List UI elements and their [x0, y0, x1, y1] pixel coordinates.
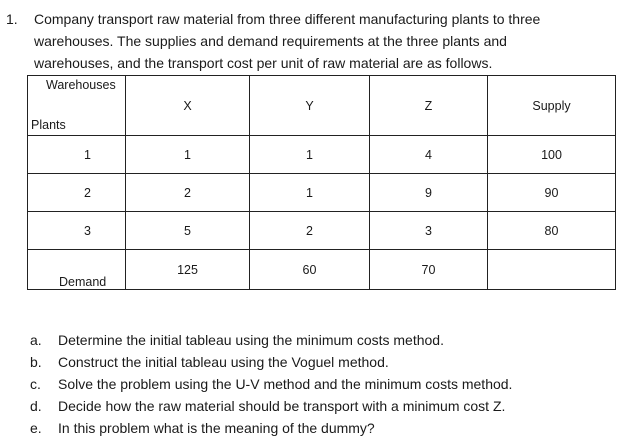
question-text: Determine the initial tableau using the … — [58, 332, 444, 348]
plant-cell: 1 — [27, 135, 126, 174]
supply-cell: 90 — [487, 173, 616, 212]
demand-cell: 60 — [249, 249, 370, 290]
plants-label: Plants — [31, 118, 66, 132]
warehouses-label: Warehouses — [46, 78, 116, 92]
plant-label: 3 — [84, 223, 91, 238]
cost-cell: 4 — [369, 135, 488, 174]
cost-cell: 3 — [369, 211, 488, 250]
question-item: c. Solve the problem using the U-V metho… — [30, 373, 512, 395]
question-letter: e. — [30, 420, 42, 436]
demand-label-cell: Demand — [27, 249, 126, 290]
question-letter: a. — [30, 332, 42, 348]
problem-line: warehouses. The supplies and demand requ… — [34, 33, 507, 49]
cost-cell: 2 — [125, 173, 250, 212]
cost-cell: 5 — [125, 211, 250, 250]
problem-line: Company transport raw material from thre… — [34, 11, 541, 27]
question-item: e. In this problem what is the meaning o… — [30, 417, 512, 439]
plant-cell: 2 — [27, 173, 126, 212]
transport-cost-table: Warehouses Plants X Y Z Supply 1 1 1 4 1… — [27, 75, 616, 290]
question-text: Decide how the raw material should be tr… — [58, 398, 506, 414]
demand-cell: 70 — [369, 249, 488, 290]
supply-cell: 100 — [487, 135, 616, 174]
question-text: Construct the initial tableau using the … — [58, 354, 389, 370]
question-item: b. Construct the initial tableau using t… — [30, 351, 512, 373]
column-header-z: Z — [369, 75, 488, 136]
plant-label: 2 — [84, 185, 91, 200]
column-header-y: Y — [249, 75, 370, 136]
question-letter: c. — [30, 376, 41, 392]
question-list: a. Determine the initial tableau using t… — [30, 329, 512, 439]
empty-cell — [487, 249, 616, 290]
cost-cell: 2 — [249, 211, 370, 250]
column-header-x: X — [125, 75, 250, 136]
problem-line: warehouses, and the transport cost per u… — [34, 55, 493, 71]
plant-label: 1 — [84, 147, 91, 162]
cost-cell: 1 — [249, 135, 370, 174]
demand-cell: 125 — [125, 249, 250, 290]
demand-label: Demand — [59, 275, 107, 289]
question-letter: d. — [30, 398, 42, 414]
question-text: Solve the problem using the U-V method a… — [58, 376, 513, 392]
supply-cell: 80 — [487, 211, 616, 250]
plant-cell: 3 — [27, 211, 126, 250]
problem-statement: 1. Company transport raw material from t… — [6, 8, 636, 74]
cost-cell: 1 — [125, 135, 250, 174]
table-row: 2 2 1 9 90 — [27, 173, 616, 212]
problem-number: 1. — [6, 11, 18, 27]
cost-cell: 9 — [369, 173, 488, 212]
table-row: 1 1 1 4 100 — [27, 135, 616, 174]
question-text: In this problem what is the meaning of t… — [58, 420, 375, 436]
column-header-supply: Supply — [487, 75, 616, 136]
table-row: 3 5 2 3 80 — [27, 211, 616, 250]
question-letter: b. — [30, 354, 42, 370]
table-corner-cell: Warehouses Plants — [27, 75, 126, 136]
question-item: a. Determine the initial tableau using t… — [30, 329, 512, 351]
demand-row: Demand 125 60 70 — [27, 249, 616, 290]
question-item: d. Decide how the raw material should be… — [30, 395, 512, 417]
table-header-row: Warehouses Plants X Y Z Supply — [27, 75, 616, 136]
cost-cell: 1 — [249, 173, 370, 212]
